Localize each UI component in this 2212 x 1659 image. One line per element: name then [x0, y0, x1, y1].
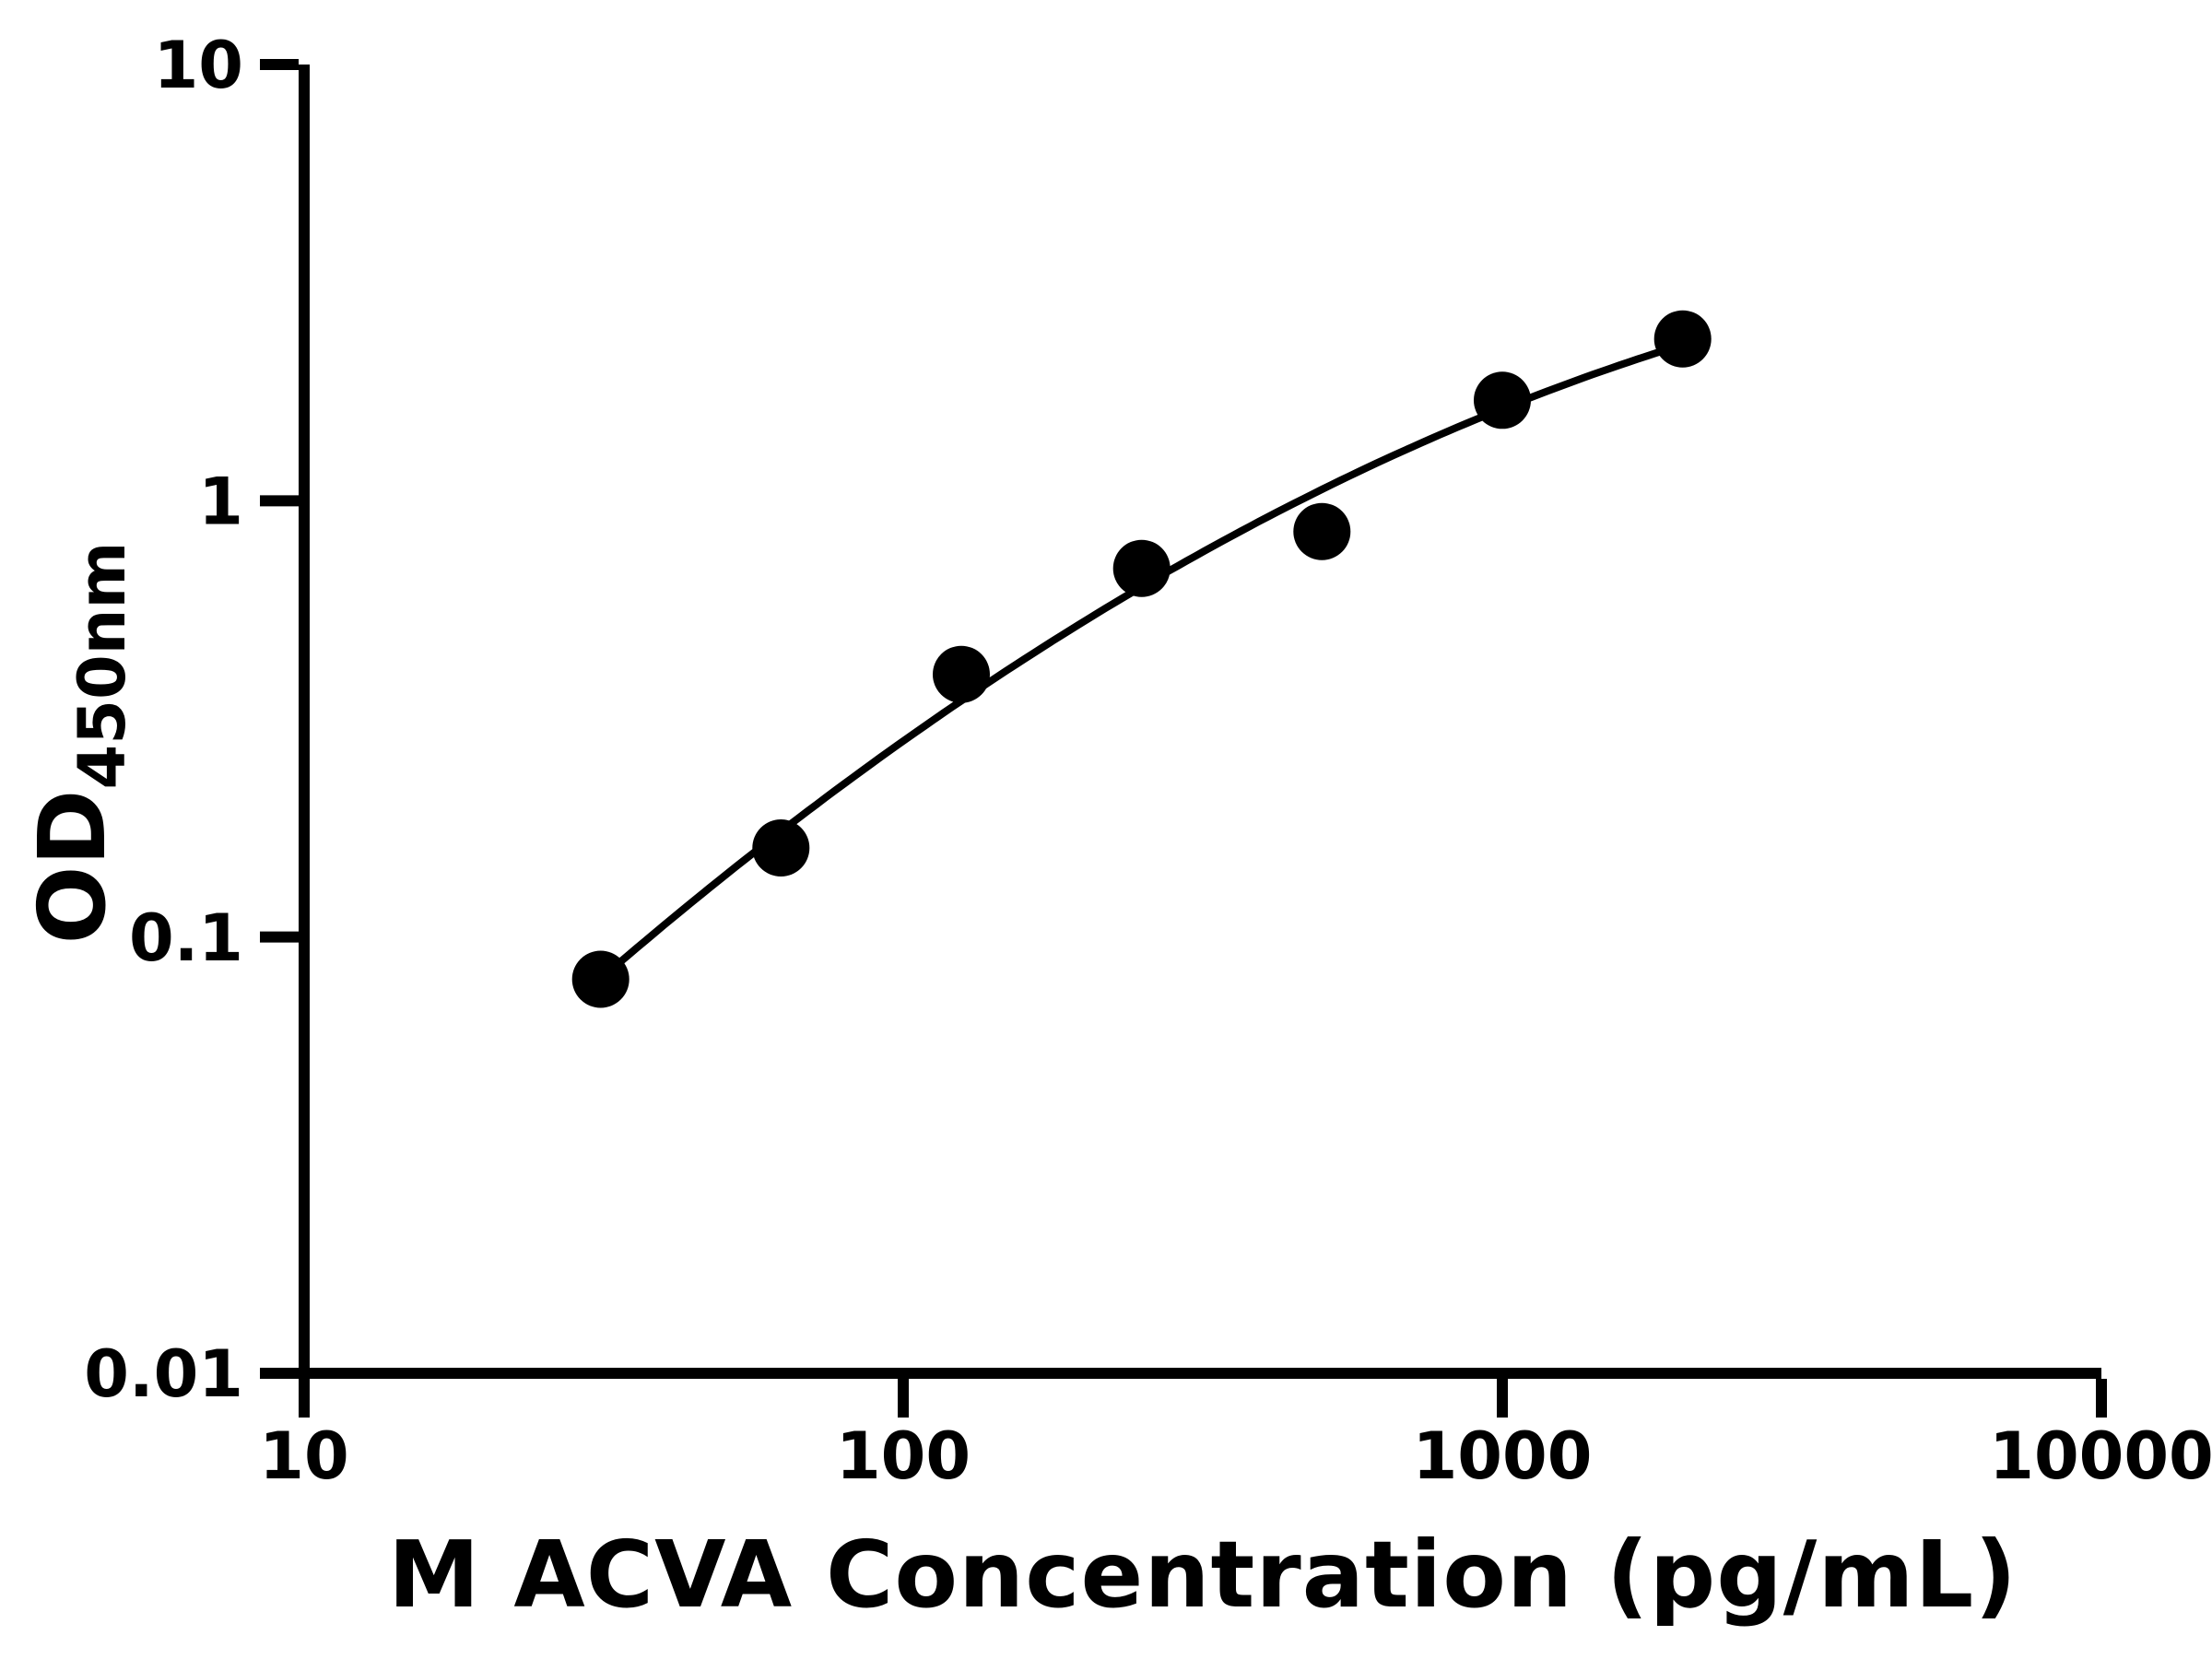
data-point: [933, 645, 990, 703]
y-tick-label: 0.01: [84, 1336, 243, 1412]
y-tick-label: 0.1: [129, 900, 243, 976]
x-axis-title: M ACVA Concentration (pg/mL): [388, 1521, 2018, 1629]
fit-curve: [596, 341, 1687, 982]
x-tick-label: 1000: [1413, 1418, 1593, 1494]
x-tick-label: 100: [836, 1418, 971, 1494]
data-point: [752, 819, 810, 877]
y-tick-label: 1: [198, 465, 243, 540]
y-tick-label: 10: [154, 28, 243, 103]
data-point: [1653, 310, 1712, 368]
y-axis-title-main: OD: [18, 789, 126, 945]
data-point: [1293, 502, 1351, 560]
data-point: [1112, 539, 1171, 597]
data-point: [1474, 371, 1531, 429]
x-tick-label: 10000: [1989, 1418, 2212, 1494]
y-axis-title-sub: 450nm: [65, 541, 140, 790]
y-axis-title: OD 450nm: [18, 420, 166, 1065]
data-point: [571, 950, 629, 1008]
x-tick-label: 10: [259, 1418, 348, 1494]
